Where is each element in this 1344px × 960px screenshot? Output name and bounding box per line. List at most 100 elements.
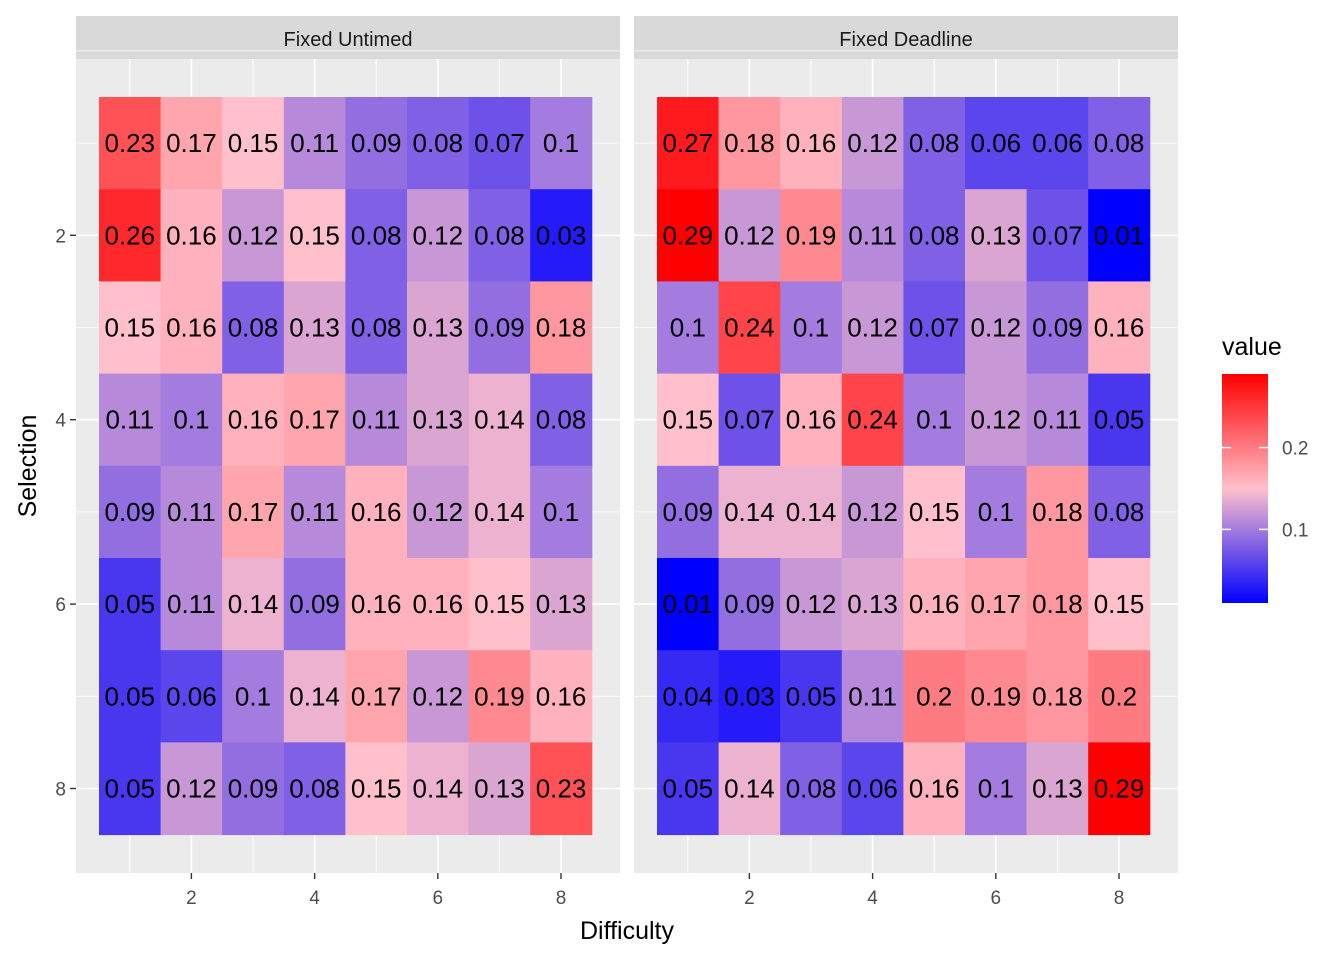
cell-value-label: 0.24 <box>847 405 898 435</box>
heatmap-cell <box>718 650 781 743</box>
cell-value-label: 0.09 <box>474 313 525 343</box>
cell-value-label: 0.11 <box>290 497 339 527</box>
cell-value-label: 0.05 <box>662 774 713 804</box>
heatmap-cell <box>283 742 346 836</box>
heatmap-cell <box>283 373 346 467</box>
heatmap-cell <box>965 650 1028 743</box>
heatmap-cell <box>965 373 1028 467</box>
heatmap-cell <box>530 189 593 282</box>
heatmap-cell <box>903 558 966 651</box>
heatmap-cell <box>657 373 720 467</box>
heatmap-cell <box>468 742 531 836</box>
heatmap-cell <box>283 97 346 190</box>
heatmap-cell <box>283 558 346 651</box>
cell-value-label: 0.08 <box>412 128 463 158</box>
cell-value-label: 0.2 <box>1101 681 1137 711</box>
cell-value-label: 0.1 <box>543 128 579 158</box>
heatmap-cell <box>841 189 904 282</box>
heatmap-cell <box>657 465 720 559</box>
heatmap-cell <box>530 742 593 836</box>
cell-value-label: 0.08 <box>1094 128 1145 158</box>
heatmap-cell <box>965 281 1028 375</box>
heatmap-cell <box>345 281 408 375</box>
cell-value-label: 0.14 <box>412 774 463 804</box>
heatmap-cell <box>468 189 531 282</box>
cell-value-label: 0.13 <box>536 589 587 619</box>
heatmap-cell <box>841 650 904 743</box>
legend-title: value <box>1222 333 1282 361</box>
heatmap-cell <box>99 373 162 467</box>
heatmap-cell <box>99 189 162 282</box>
heatmap-cell <box>903 189 966 282</box>
cell-value-label: 0.14 <box>474 405 525 435</box>
heatmap-cell <box>718 373 781 467</box>
heatmap-cell <box>283 650 346 743</box>
heatmap-cell <box>222 465 285 559</box>
cell-value-label: 0.05 <box>1094 405 1145 435</box>
heatmap-cell <box>222 97 285 190</box>
heatmap-cell <box>407 373 470 467</box>
heatmap-cell <box>160 650 223 743</box>
cell-value-label: 0.1 <box>670 313 706 343</box>
legend: value 0.1 0.2 <box>1222 333 1308 603</box>
heatmap-cell <box>160 742 223 836</box>
cell-value-label: 0.12 <box>847 313 898 343</box>
heatmap-cell <box>283 281 346 375</box>
heatmap-cell <box>99 650 162 743</box>
cell-value-label: 0.17 <box>166 128 217 158</box>
cell-value-label: 0.16 <box>351 589 402 619</box>
heatmap-cell <box>1026 97 1089 190</box>
heatmap-cell <box>841 97 904 190</box>
heatmap-cell <box>657 97 720 190</box>
heatmap-cell <box>345 189 408 282</box>
cell-value-label: 0.13 <box>412 313 463 343</box>
cell-value-label: 0.19 <box>786 220 837 250</box>
cell-value-label: 0.24 <box>724 313 775 343</box>
x-tick-label: 6 <box>991 888 1002 909</box>
cell-value-label: 0.12 <box>724 220 775 250</box>
heatmap-cell <box>841 742 904 836</box>
cell-value-label: 0.08 <box>909 128 960 158</box>
y-tick-label: 4 <box>55 411 66 432</box>
cell-value-label: 0.17 <box>289 405 340 435</box>
heatmap-cell <box>222 189 285 282</box>
cell-value-label: 0.11 <box>290 128 339 158</box>
heatmap-cell <box>283 465 346 559</box>
x-tick-label: 4 <box>867 888 878 909</box>
cell-value-label: 0.16 <box>786 128 837 158</box>
heatmap-cell <box>160 558 223 651</box>
heatmap-cell <box>407 281 470 375</box>
cell-value-label: 0.15 <box>1094 589 1145 619</box>
heatmap-cell <box>283 189 346 282</box>
cell-value-label: 0.08 <box>289 774 340 804</box>
cell-value-label: 0.03 <box>724 681 775 711</box>
heatmap-cell <box>841 558 904 651</box>
heatmap-cell <box>345 742 408 836</box>
facet-panels: Fixed Untimed 0.23 0.17 0.15 0.11 0.09 0.08 0.0… <box>67 16 1181 873</box>
heatmap-cell <box>1088 465 1151 559</box>
heatmap-cell <box>530 465 593 559</box>
heatmap-cell <box>780 189 843 282</box>
cell-value-label: 0.07 <box>1032 220 1083 250</box>
cell-value-label: 0.06 <box>166 681 217 711</box>
heatmap-cell <box>1026 373 1089 467</box>
heatmap-cell <box>780 373 843 467</box>
x-tick-label: 8 <box>1114 888 1125 909</box>
heatmap-cell <box>99 465 162 559</box>
heatmap-cell <box>657 281 720 375</box>
cell-value-label: 0.16 <box>786 405 837 435</box>
cell-value-label: 0.16 <box>351 497 402 527</box>
cell-value-label: 0.01 <box>1094 220 1145 250</box>
heatmap-cell <box>780 281 843 375</box>
cell-value-label: 0.14 <box>786 497 837 527</box>
heatmap-cell <box>222 558 285 651</box>
cell-value-label: 0.1 <box>235 681 271 711</box>
cell-value-label: 0.16 <box>909 589 960 619</box>
heatmap-cell <box>965 742 1028 836</box>
cell-value-label: 0.11 <box>848 220 897 250</box>
cell-value-label: 0.29 <box>662 220 713 250</box>
heatmap-cell <box>780 650 843 743</box>
heatmap-cell <box>530 650 593 743</box>
cell-value-label: 0.07 <box>909 313 960 343</box>
